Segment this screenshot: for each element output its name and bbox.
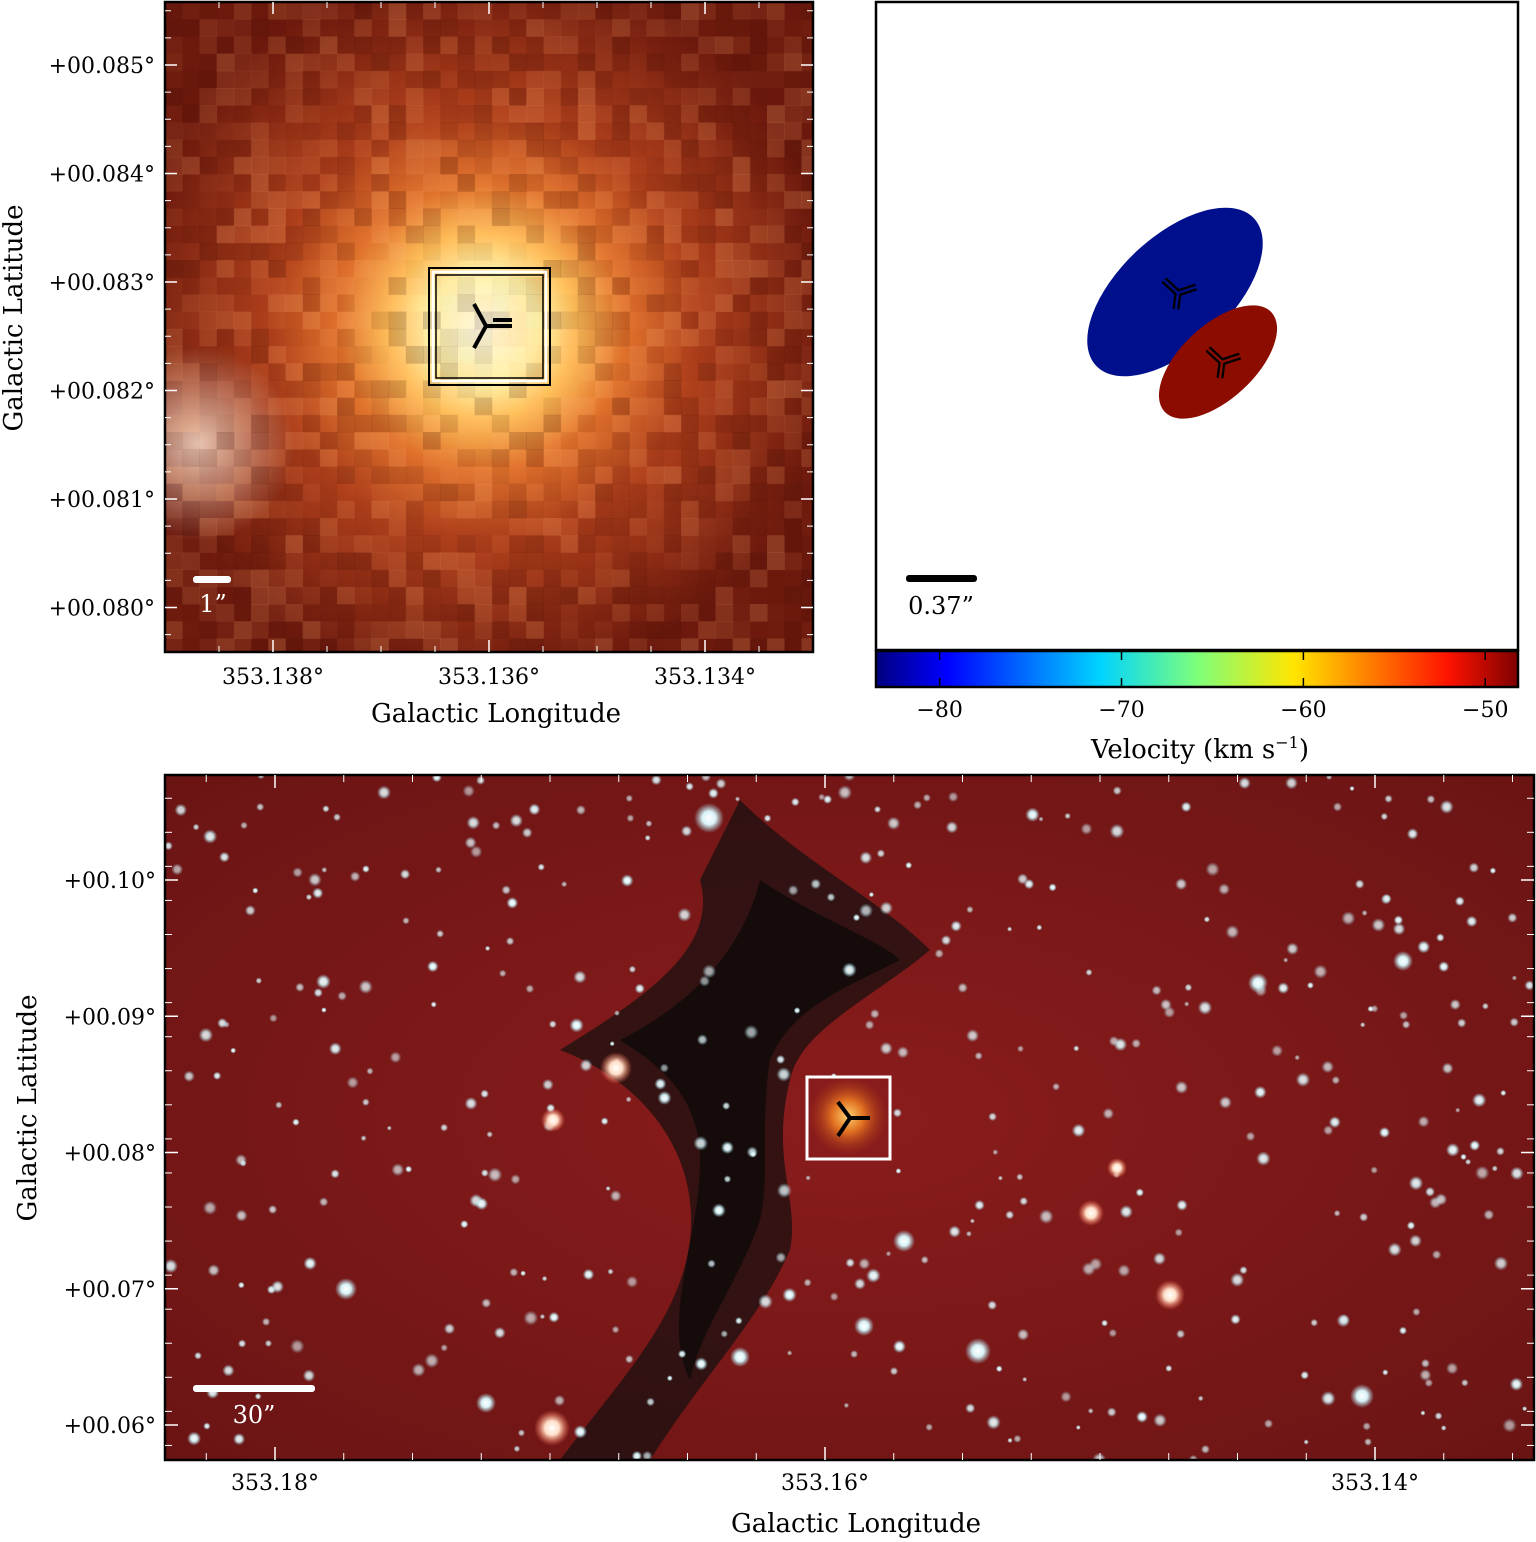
wide-y-tick-label: +00.09° [64, 1005, 156, 1030]
wide-x-tick-label: 353.14° [1331, 1471, 1419, 1496]
wide-x-tick-label: 353.18° [231, 1471, 319, 1496]
source-box-inner [431, 270, 548, 383]
zoom-y-tick-label: +00.083° [49, 271, 155, 296]
wide-x-tick-label: 353.16° [781, 1471, 869, 1496]
zoom-x-tick-label: 353.134° [654, 665, 756, 690]
zoom-tick-marks [165, 2, 813, 652]
zoom-scalebar-label: 1” [199, 590, 227, 618]
colorbar-title: Velocity (km s−1) [1090, 733, 1309, 765]
zoom-x-tick-label: 353.138° [222, 665, 324, 690]
wide-scalebar-label: 30” [233, 1401, 276, 1429]
wide-y-axis-title: Galactic Latitude [13, 995, 43, 1222]
source-box-outer [428, 267, 551, 386]
velocity-panel: 0.37” −80 −70 −60 −50 Velocity (km s−1) [874, 0, 1520, 765]
target-marker-icon [836, 1100, 870, 1138]
velocity-scalebar [906, 575, 977, 582]
zoom-x-tick-label: 353.136° [438, 665, 540, 690]
zoom-y-tick-label: +00.084° [49, 163, 155, 188]
velocity-scalebar-label: 0.37” [908, 592, 974, 620]
wide-scalebar [193, 1385, 315, 1392]
velocity-colorbar [874, 649, 1520, 689]
wide-y-tick-label: +00.08° [64, 1142, 156, 1167]
wide-field-frame [163, 773, 1536, 1462]
zoom-y-tick-label: +00.081° [49, 488, 155, 513]
zoom-infrared-image [165, 2, 813, 652]
zoom-y-tick-label: +00.082° [49, 380, 155, 405]
colorbar-tick-label: −70 [1098, 698, 1144, 723]
colorbar-tick-label: −60 [1280, 698, 1326, 723]
wide-y-tick-label: +00.07° [64, 1278, 156, 1303]
maser-marker-icon [472, 303, 512, 349]
colorbar-tick-label: −50 [1462, 698, 1508, 723]
zoom-x-axis-title: Galactic Longitude [371, 699, 621, 729]
zoom-y-tick-label: +00.085° [49, 54, 155, 79]
zoom-y-tick-label: +00.080° [49, 597, 155, 622]
wide-x-axis-title: Galactic Longitude [731, 1509, 981, 1538]
zoom-region-box [805, 1075, 892, 1161]
zoom-image-panel: 1” 353.138° 353.136° 353.134° +00.085° +00.… [0, 0, 815, 729]
wide-y-tick-label: +00.06° [64, 1414, 156, 1439]
zoom-scalebar [193, 576, 231, 583]
zoom-y-axis-title: Galactic Latitude [0, 205, 29, 432]
colorbar-tick-label: −80 [916, 698, 962, 723]
wide-y-tick-label: +00.10° [64, 869, 156, 894]
wide-field-panel: 30” 353.18°353.16°353.14°353.12°353.10° … [13, 773, 1536, 1539]
